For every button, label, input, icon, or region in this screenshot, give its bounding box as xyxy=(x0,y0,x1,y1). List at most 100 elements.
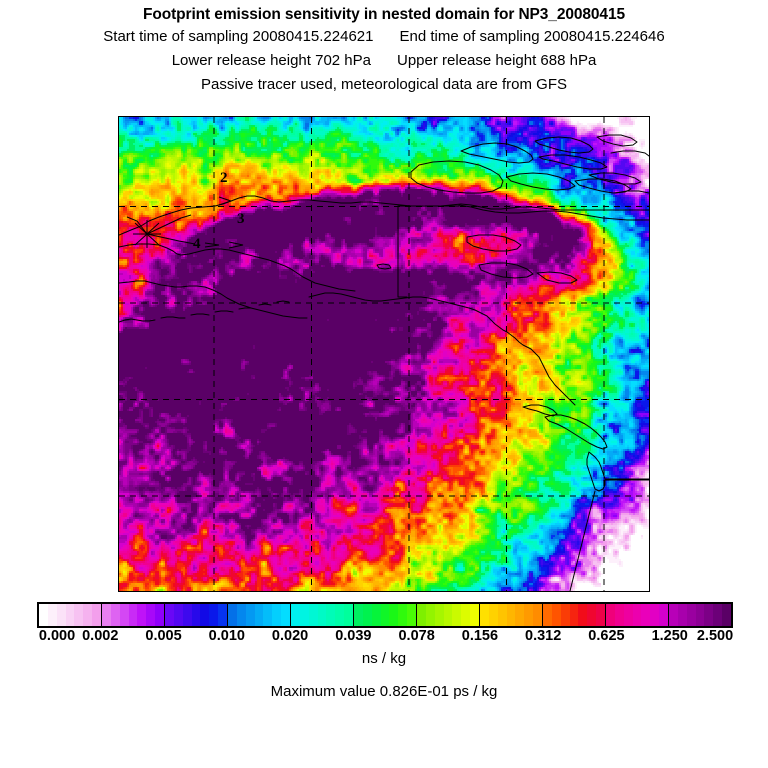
colorbar-band-9-1 xyxy=(614,604,624,626)
colorbar-band-2-1 xyxy=(173,604,183,626)
colorbar-band-2-2 xyxy=(182,604,192,626)
trajectory-arm-3 xyxy=(126,216,148,235)
colorbar-tick-5: 0.039 xyxy=(335,628,372,644)
colorbar-band-0-1 xyxy=(47,604,57,626)
colorbar-band-4-5 xyxy=(335,604,345,626)
colorbar-band-8-1 xyxy=(551,604,561,626)
map-plot-frame: 2 3 4 xyxy=(118,116,650,592)
colorbar-band-3-0 xyxy=(228,604,237,626)
colorbar-band-0-0 xyxy=(39,604,48,626)
footprint-field-raster xyxy=(119,117,649,591)
colorbar-band-7-3 xyxy=(506,604,516,626)
colorbar-band-5-0 xyxy=(354,604,363,626)
colorbar-tick-10: 1.250 xyxy=(651,628,688,644)
colorbar-tick-8: 0.312 xyxy=(525,628,562,644)
colorbar-unit-label: ns / kg xyxy=(361,650,407,667)
maximum-value-label: Maximum value 0.826E-01 ps / kg xyxy=(270,683,498,700)
colorbar-segment-0 xyxy=(39,604,102,626)
colorbar-segment-9 xyxy=(606,604,669,626)
colorbar-segment-1 xyxy=(102,604,165,626)
upper-release-height-label: Upper release height 688 hPa xyxy=(397,52,597,69)
colorbar-band-7-5 xyxy=(524,604,534,626)
colorbar-band-9-6 xyxy=(659,604,669,626)
colorbar-tick-4: 0.020 xyxy=(271,628,309,644)
lower-release-height-label: Lower release height 702 hPa xyxy=(171,52,371,69)
trajectory-label-4: 4 xyxy=(193,236,201,252)
colorbar-band-1-0 xyxy=(102,604,111,626)
colorbar-band-6-1 xyxy=(425,604,435,626)
colorbar-band-8-0 xyxy=(543,604,552,626)
trajectory-arrow-head-2 xyxy=(228,241,244,249)
colorbar-segment-7 xyxy=(480,604,543,626)
colorbar-band-8-4 xyxy=(578,604,588,626)
colorbar-band-3-4 xyxy=(263,604,273,626)
colorbar-band-0-4 xyxy=(74,604,84,626)
colorbar-band-4-6 xyxy=(344,604,354,626)
colorbar-band-2-6 xyxy=(218,604,228,626)
page-title: Footprint emission sensitivity in nested… xyxy=(143,6,625,23)
colorbar-band-3-1 xyxy=(236,604,246,626)
tracer-info-label: Passive tracer used, meteorological data… xyxy=(201,76,567,93)
colorbar-band-8-6 xyxy=(596,604,606,626)
colorbar-band-3-3 xyxy=(254,604,264,626)
colorbar-tick-7: 0.156 xyxy=(461,628,499,644)
header-block: Footprint emission sensitivity in nested… xyxy=(0,0,768,97)
end-time-label: End time of sampling 20080415.224646 xyxy=(399,28,665,45)
colorbar-segment-4 xyxy=(291,604,354,626)
colorbar-band-2-0 xyxy=(165,604,174,626)
colorbar-band-8-2 xyxy=(560,604,570,626)
colorbar-band-6-0 xyxy=(417,604,426,626)
sampling-times-line: Start time of sampling 20080415.224621 En… xyxy=(0,25,768,49)
colorbar-band-10-5 xyxy=(713,604,723,626)
colorbar-band-9-3 xyxy=(632,604,642,626)
colorbar-segment-5 xyxy=(354,604,417,626)
colorbar xyxy=(37,602,733,628)
colorbar-band-2-3 xyxy=(191,604,201,626)
colorbar-segment-3 xyxy=(228,604,291,626)
colorbar-band-3-2 xyxy=(245,604,255,626)
colorbar-band-10-2 xyxy=(686,604,696,626)
colorbar-band-1-6 xyxy=(155,604,165,626)
colorbar-segment-6 xyxy=(417,604,480,626)
trajectory-arrow-head-3 xyxy=(204,242,220,248)
colorbar-band-5-6 xyxy=(407,604,417,626)
colorbar-band-7-4 xyxy=(515,604,525,626)
colorbar-tick-3: 0.010 xyxy=(208,628,245,644)
colorbar-band-7-1 xyxy=(488,604,498,626)
colorbar-band-5-4 xyxy=(389,604,399,626)
colorbar-tick-1: 0.002 xyxy=(82,628,119,644)
colorbar-band-7-0 xyxy=(480,604,489,626)
colorbar-band-0-2 xyxy=(56,604,66,626)
colorbar-band-1-3 xyxy=(128,604,138,626)
colorbar-band-5-5 xyxy=(398,604,408,626)
colorbar-band-6-6 xyxy=(470,604,480,626)
colorbar-band-4-3 xyxy=(317,604,327,626)
colorbar-band-5-1 xyxy=(362,604,372,626)
colorbar-band-0-3 xyxy=(65,604,75,626)
colorbar-band-6-5 xyxy=(461,604,471,626)
colorbar-band-10-3 xyxy=(695,604,705,626)
trajectory-label-2: 2 xyxy=(220,170,228,186)
trajectory-arrow-head-1 xyxy=(218,196,233,206)
colorbar-band-0-6 xyxy=(92,604,102,626)
colorbar-band-9-2 xyxy=(623,604,633,626)
trajectory-arm-1 xyxy=(146,214,192,235)
colorbar-band-5-3 xyxy=(380,604,390,626)
colorbar-band-8-5 xyxy=(587,604,597,626)
colorbar-tick-labels: 0.000 0.002 0.005 0.010 0.020 0.039 0.078 0.156… xyxy=(0,628,768,648)
colorbar-band-4-4 xyxy=(326,604,336,626)
colorbar-tick-0: 0.000 xyxy=(38,628,76,644)
colorbar-segment-2 xyxy=(165,604,228,626)
colorbar-band-9-0 xyxy=(606,604,615,626)
colorbar-band-1-1 xyxy=(110,604,120,626)
colorbar-band-2-4 xyxy=(200,604,210,626)
colorbar-band-2-5 xyxy=(209,604,219,626)
colorbar-tick-11: 2.500 xyxy=(696,628,734,644)
colorbar-band-4-2 xyxy=(308,604,318,626)
colorbar-band-6-2 xyxy=(434,604,444,626)
trajectory-arm-2 xyxy=(146,233,196,245)
colorbar-band-3-5 xyxy=(272,604,282,626)
colorbar-band-9-4 xyxy=(641,604,651,626)
colorbar-tick-2: 0.005 xyxy=(145,628,182,644)
colorbar-band-3-6 xyxy=(281,604,291,626)
